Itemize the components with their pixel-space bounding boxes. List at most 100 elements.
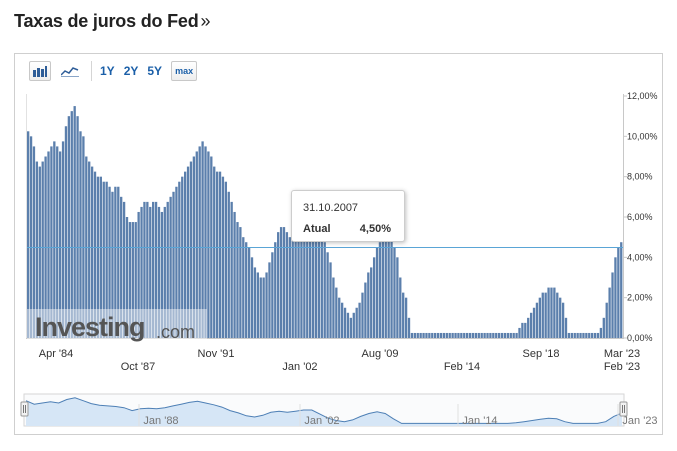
bar[interactable] xyxy=(422,332,425,338)
range-max-button[interactable]: max xyxy=(171,61,198,81)
bar[interactable] xyxy=(88,161,91,338)
bar[interactable] xyxy=(262,277,265,339)
bar[interactable] xyxy=(358,302,361,338)
bar[interactable] xyxy=(332,277,335,339)
bar[interactable] xyxy=(27,131,30,338)
bar[interactable] xyxy=(227,191,230,338)
bar[interactable] xyxy=(79,131,82,338)
bar[interactable] xyxy=(454,332,457,338)
bar[interactable] xyxy=(471,332,475,338)
bar[interactable] xyxy=(294,227,297,338)
bar[interactable] xyxy=(320,232,323,339)
bar[interactable] xyxy=(346,312,350,338)
bar[interactable] xyxy=(111,191,114,338)
navigator-right-handle[interactable] xyxy=(619,401,628,417)
bar[interactable] xyxy=(242,237,245,338)
bar[interactable] xyxy=(323,242,326,338)
bar[interactable] xyxy=(352,312,355,338)
bar[interactable] xyxy=(349,317,353,338)
bar[interactable] xyxy=(402,292,405,339)
bar[interactable] xyxy=(497,332,501,338)
bar[interactable] xyxy=(518,327,521,338)
bar[interactable] xyxy=(509,332,512,338)
bar[interactable] xyxy=(556,292,559,339)
bar[interactable] xyxy=(419,332,422,338)
bar[interactable] xyxy=(529,312,533,338)
range-5y-button[interactable]: 5Y xyxy=(147,64,163,78)
bar[interactable] xyxy=(576,332,579,338)
bar[interactable] xyxy=(311,217,315,338)
bar[interactable] xyxy=(428,332,431,338)
bar[interactable] xyxy=(300,237,303,338)
bar[interactable] xyxy=(535,302,539,338)
bar[interactable] xyxy=(457,332,460,338)
bar[interactable] xyxy=(105,181,108,338)
bar[interactable] xyxy=(361,292,364,339)
bar[interactable] xyxy=(390,237,393,338)
bar[interactable] xyxy=(32,146,36,338)
bar[interactable] xyxy=(218,171,222,339)
bar[interactable] xyxy=(448,332,451,338)
bar[interactable] xyxy=(154,201,158,339)
bar[interactable] xyxy=(617,247,620,338)
bar[interactable] xyxy=(297,232,300,339)
bar[interactable] xyxy=(329,262,332,339)
bar[interactable] xyxy=(573,332,576,338)
bar[interactable] xyxy=(564,317,568,338)
bar[interactable] xyxy=(82,136,85,338)
bar[interactable] xyxy=(375,247,379,338)
bar[interactable] xyxy=(93,171,97,339)
bar[interactable] xyxy=(146,201,149,339)
bar[interactable] xyxy=(285,232,289,339)
bar[interactable] xyxy=(486,332,489,338)
bar[interactable] xyxy=(169,196,172,338)
bar[interactable] xyxy=(495,332,498,338)
bar[interactable] xyxy=(268,262,271,339)
bar[interactable] xyxy=(355,307,358,338)
bar[interactable] xyxy=(120,196,123,338)
bar[interactable] xyxy=(189,161,193,338)
bar[interactable] xyxy=(53,141,56,339)
bar[interactable] xyxy=(425,332,428,338)
bar[interactable] xyxy=(250,257,254,338)
bar[interactable] xyxy=(480,332,483,338)
bar[interactable] xyxy=(410,332,414,338)
bar[interactable] xyxy=(253,267,257,338)
bar[interactable] xyxy=(256,272,259,338)
bar[interactable] xyxy=(215,171,219,339)
range-2y-button[interactable]: 2Y xyxy=(123,64,139,78)
bar[interactable] xyxy=(73,106,76,338)
bar[interactable] xyxy=(413,332,416,338)
bar[interactable] xyxy=(70,111,73,339)
bar[interactable] xyxy=(163,206,166,338)
bar[interactable] xyxy=(436,332,440,338)
bar[interactable] xyxy=(198,146,201,338)
bar[interactable] xyxy=(166,201,169,339)
bar[interactable] xyxy=(474,332,478,338)
bar[interactable] xyxy=(343,307,347,338)
bar[interactable] xyxy=(233,211,236,338)
bar[interactable] xyxy=(309,222,312,338)
bar[interactable] xyxy=(445,332,448,338)
bar[interactable] xyxy=(76,116,79,338)
bar[interactable] xyxy=(128,222,132,338)
bar[interactable] xyxy=(58,151,62,338)
bar[interactable] xyxy=(152,201,155,339)
bar[interactable] xyxy=(460,332,463,338)
bar[interactable] xyxy=(181,176,184,338)
bar[interactable] xyxy=(588,332,591,338)
bar[interactable] xyxy=(477,332,480,338)
bar[interactable] xyxy=(114,186,117,338)
bar[interactable] xyxy=(614,257,617,338)
bar[interactable] xyxy=(524,322,527,339)
bar[interactable] xyxy=(125,217,129,338)
line-chart-icon[interactable] xyxy=(59,61,81,81)
bar[interactable] xyxy=(35,161,39,338)
bar[interactable] xyxy=(500,332,504,338)
bar[interactable] xyxy=(303,232,306,339)
bar[interactable] xyxy=(439,332,443,338)
bar[interactable] xyxy=(140,206,143,338)
bar[interactable] xyxy=(407,317,411,338)
bar[interactable] xyxy=(570,332,573,338)
bar[interactable] xyxy=(599,327,603,338)
